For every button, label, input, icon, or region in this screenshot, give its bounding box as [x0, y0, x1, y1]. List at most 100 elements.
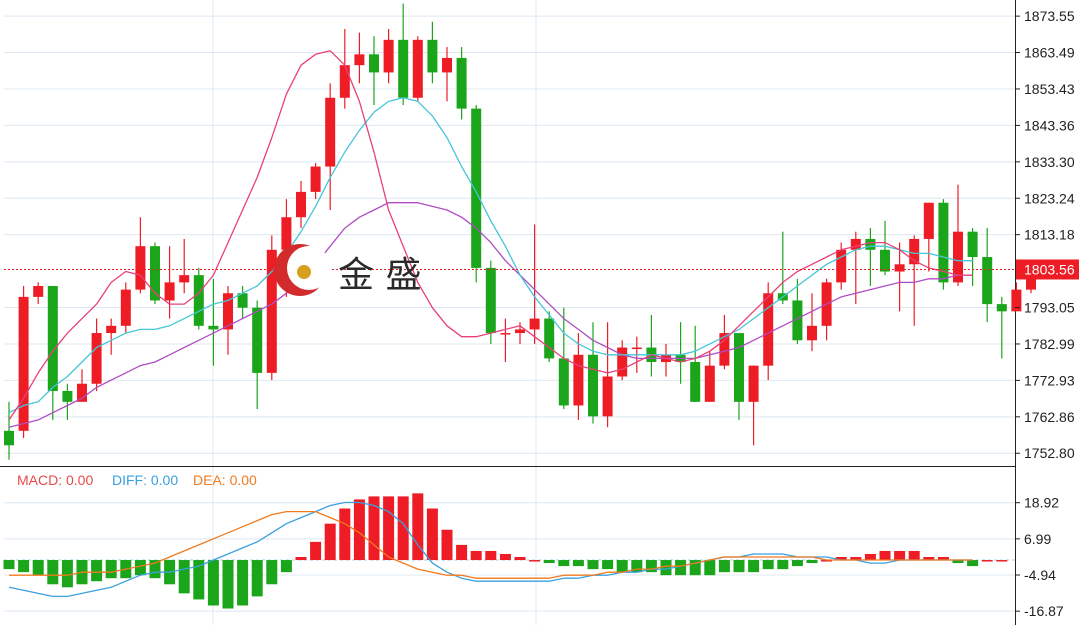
macd-lines-layer [8, 501, 973, 598]
macd-bar [485, 550, 497, 561]
candle-down [485, 267, 496, 334]
candle-up [500, 333, 511, 335]
candle-down [369, 54, 379, 73]
macd-bar [324, 523, 336, 561]
macd-bar [499, 553, 511, 561]
current-price-tag [1016, 259, 1079, 280]
candle-up [617, 347, 628, 377]
candle-up [77, 383, 87, 402]
macd-bar [602, 560, 614, 570]
candle-up [266, 249, 277, 373]
macd-bar [733, 560, 745, 573]
macd-bar [339, 508, 351, 561]
candle-down [193, 275, 204, 326]
macd-bar [777, 560, 789, 570]
macd-bar [850, 557, 862, 561]
candle-down [967, 231, 978, 258]
candle-up [18, 296, 29, 431]
macd-bar [426, 508, 438, 561]
candle-up [748, 365, 759, 402]
candle-down [252, 307, 263, 373]
price-tick-label: 1823.24 [1024, 190, 1075, 206]
macd-tick-label: -4.94 [1024, 567, 1056, 583]
macd-bar [266, 560, 278, 585]
candle-down [734, 333, 744, 402]
price-tick-label: 1873.55 [1024, 8, 1075, 24]
candle-up [281, 217, 292, 250]
candle-up [704, 365, 715, 402]
candle-up [179, 275, 190, 283]
candle-up [310, 166, 321, 192]
price-tick-label: 1752.80 [1024, 445, 1075, 461]
candle-up [836, 249, 847, 283]
candle-up [296, 191, 306, 218]
price-tick-label: 1793.05 [1024, 300, 1075, 316]
macd-bar [572, 560, 584, 567]
macd-tick-label: -16.87 [1024, 603, 1064, 619]
price-tick-label: 1772.93 [1024, 372, 1075, 388]
candle-up [631, 347, 642, 350]
macd-histogram-layer [3, 493, 1015, 609]
macd-bar [864, 553, 876, 561]
candle-down [865, 238, 876, 250]
macd-bar [105, 560, 117, 579]
candle-down [398, 39, 409, 98]
price-tick-label: 1782.99 [1024, 336, 1075, 352]
candle-up [515, 329, 525, 334]
macd-bar [397, 496, 409, 561]
candlestick-layer [4, 3, 1036, 460]
macd-bar [3, 560, 15, 570]
macd-bar [835, 557, 847, 561]
macd-bar [32, 560, 44, 576]
macd-bar [587, 560, 599, 570]
candle-down [150, 246, 160, 301]
ma-slow-line [8, 202, 973, 428]
candle-down [4, 430, 14, 446]
macd-bar [91, 560, 103, 582]
price-tick-label: 1833.30 [1024, 154, 1075, 170]
macd-bar [134, 560, 146, 576]
candle-up [807, 325, 817, 341]
candle-down [427, 39, 438, 73]
candle-up [383, 39, 394, 73]
candle-up [354, 54, 365, 66]
diff-line [8, 501, 973, 598]
macd-bar [558, 560, 570, 567]
macd-bar [251, 560, 263, 597]
candle-up [339, 65, 350, 98]
macd-bar [645, 560, 657, 573]
macd-bar [981, 560, 993, 562]
macd-bar [353, 499, 365, 561]
brand-logo: 金 盛 [274, 244, 421, 296]
candle-up [529, 318, 540, 330]
macd-bar [748, 560, 760, 573]
candle-up [164, 282, 175, 301]
candle-up [573, 354, 584, 406]
candle-down [996, 304, 1007, 312]
macd-bar [923, 557, 935, 561]
macd-bar [237, 560, 249, 606]
macd-bar [762, 560, 774, 570]
dea-line [9, 510, 973, 579]
macd-bar [61, 560, 73, 588]
macd-tick-label: 18.92 [1024, 495, 1059, 511]
brand-name: 金 盛 [338, 255, 421, 296]
candle-up [33, 286, 44, 297]
macd-bar [368, 496, 380, 561]
macd-legend-label: MACD: 0.00 [17, 472, 93, 488]
macd-bar [967, 560, 979, 567]
macd-bar [310, 541, 322, 561]
candle-down [208, 325, 219, 330]
candle-up [602, 376, 613, 417]
diff-legend-label: DIFF: 0.00 [112, 472, 178, 488]
macd-bar [456, 544, 468, 561]
macd-bar [616, 560, 628, 573]
candle-up [850, 238, 861, 250]
macd-bar [937, 557, 949, 561]
macd-bar [207, 560, 219, 606]
candle-up [1011, 289, 1022, 312]
price-tick-label: 1813.18 [1024, 227, 1075, 243]
dea-legend-label: DEA: 0.00 [193, 472, 257, 488]
macd-tick-label: 6.99 [1024, 531, 1051, 547]
